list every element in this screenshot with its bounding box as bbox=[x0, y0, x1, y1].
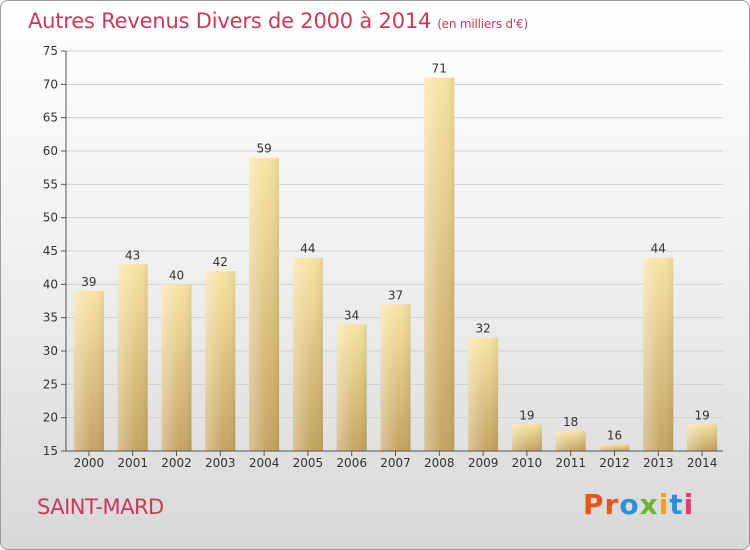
x-tick-label: 2005 bbox=[293, 456, 324, 470]
bar-group: 39 bbox=[73, 275, 104, 451]
bar-value-label: 44 bbox=[300, 242, 315, 256]
proxiti-logo[interactable]: Proxiti bbox=[583, 488, 694, 521]
bar-value-label: 18 bbox=[563, 415, 578, 429]
y-tick-label: 15 bbox=[43, 444, 58, 458]
x-tick-label: 2009 bbox=[468, 456, 499, 470]
bar-group: 44 bbox=[643, 242, 674, 451]
bar-group: 44 bbox=[292, 242, 323, 451]
x-tick-label: 2008 bbox=[424, 456, 455, 470]
bar-shine bbox=[599, 444, 630, 451]
bar-group: 43 bbox=[117, 248, 148, 451]
bar-value-label: 43 bbox=[125, 248, 140, 262]
chart-subtitle: (en milliers d'€) bbox=[437, 17, 528, 31]
logo-letter: t bbox=[669, 488, 684, 521]
x-tick-label: 2000 bbox=[74, 456, 105, 470]
bar-group: 32 bbox=[468, 322, 499, 451]
x-tick-label: 2003 bbox=[205, 456, 236, 470]
x-tick-label: 2002 bbox=[161, 456, 192, 470]
x-tick-label: 2007 bbox=[380, 456, 411, 470]
bar-shine bbox=[468, 337, 499, 451]
x-tick-label: 2012 bbox=[599, 456, 630, 470]
bar-value-label: 42 bbox=[213, 255, 228, 269]
y-tick-label: 20 bbox=[43, 411, 58, 425]
bar-shine bbox=[511, 424, 542, 451]
logo-letter: x bbox=[639, 488, 659, 521]
bar-group: 42 bbox=[205, 255, 236, 451]
bar-group: 71 bbox=[424, 62, 455, 452]
logo-letter: r bbox=[604, 488, 620, 521]
place-name: SAINT-MARD bbox=[37, 495, 164, 519]
bar-group: 18 bbox=[555, 415, 586, 451]
bar-value-label: 40 bbox=[169, 268, 184, 282]
bar-shine bbox=[380, 304, 411, 451]
x-axis: 2000 2001 2002 2003 2004 2005 2006 2007 2008 2009… bbox=[66, 450, 723, 470]
bar-shine bbox=[643, 257, 674, 451]
x-tick-label: 2001 bbox=[117, 456, 148, 470]
y-axis: 15 20 25 30 35 40 45 50 55 60 65 70 75 bbox=[43, 44, 67, 458]
bar-shine bbox=[336, 324, 367, 451]
bar-value-label: 39 bbox=[81, 275, 96, 289]
bar-group: 16 bbox=[599, 428, 630, 451]
bar-shine bbox=[161, 284, 192, 451]
bars: 39 43 40 42 59 44 34 37 71 32 19 18 16 44 19 bbox=[73, 62, 718, 452]
chart-title: Autres Revenus Divers de 2000 à 2014 (en … bbox=[28, 9, 528, 33]
bar-value-label: 19 bbox=[694, 408, 709, 422]
y-tick-label: 35 bbox=[43, 311, 58, 325]
bar-shine bbox=[249, 157, 280, 451]
y-tick-label: 75 bbox=[43, 44, 58, 58]
bar-shine bbox=[73, 291, 104, 451]
logo-letter: P bbox=[583, 488, 605, 521]
y-tick-label: 40 bbox=[43, 277, 58, 291]
x-tick-label: 2014 bbox=[687, 456, 718, 470]
bar-shine bbox=[555, 431, 586, 451]
bar-group: 37 bbox=[380, 288, 411, 451]
logo-letter: i bbox=[683, 488, 695, 521]
bar-value-label: 44 bbox=[651, 242, 666, 256]
x-tick-label: 2006 bbox=[336, 456, 367, 470]
y-tick-label: 60 bbox=[43, 144, 58, 158]
bar-group: 40 bbox=[161, 268, 192, 451]
bar-value-label: 19 bbox=[519, 408, 534, 422]
y-tick-label: 50 bbox=[43, 211, 58, 225]
bar-group: 34 bbox=[336, 308, 367, 451]
bar-value-label: 34 bbox=[344, 308, 359, 322]
x-tick-label: 2004 bbox=[249, 456, 280, 470]
bar-shine bbox=[424, 77, 455, 452]
x-tick-label: 2011 bbox=[555, 456, 586, 470]
y-tick-label: 25 bbox=[43, 377, 58, 391]
y-tick-label: 70 bbox=[43, 77, 58, 91]
y-tick-label: 30 bbox=[43, 344, 58, 358]
x-tick-label: 2010 bbox=[512, 456, 543, 470]
bar-shine bbox=[117, 264, 148, 451]
bar-value-label: 16 bbox=[607, 428, 622, 442]
bar-group: 59 bbox=[249, 142, 280, 451]
bar-shine bbox=[205, 271, 236, 451]
bar-shine bbox=[687, 424, 718, 451]
bar-group: 19 bbox=[687, 408, 718, 451]
y-tick-label: 65 bbox=[43, 111, 58, 125]
bar-value-label: 32 bbox=[475, 322, 490, 336]
y-tick-label: 45 bbox=[43, 244, 58, 258]
bar-value-label: 71 bbox=[432, 62, 447, 76]
bar-value-label: 37 bbox=[388, 288, 403, 302]
x-tick-label: 2013 bbox=[643, 456, 674, 470]
title-text: Autres Revenus Divers de 2000 à 2014 bbox=[28, 9, 432, 33]
logo-letter: i bbox=[658, 488, 670, 521]
bar-value-label: 59 bbox=[256, 142, 271, 156]
logo-letter: o bbox=[619, 488, 640, 521]
bar-group: 19 bbox=[511, 408, 542, 451]
bar-shine bbox=[292, 257, 323, 451]
y-tick-label: 55 bbox=[43, 177, 58, 191]
